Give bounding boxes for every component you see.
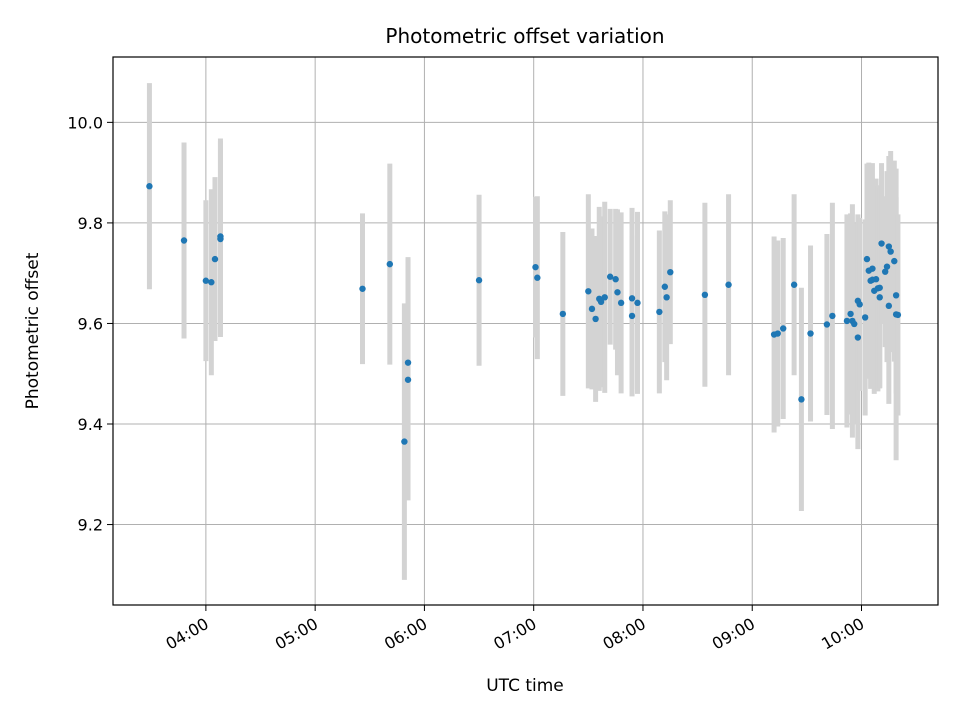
y-tick-label: 10.0 xyxy=(67,113,103,132)
y-axis-title: Photometric offset xyxy=(23,252,43,409)
data-point xyxy=(894,311,902,319)
data-point xyxy=(202,277,210,284)
data-point xyxy=(883,263,891,270)
data-point xyxy=(887,248,894,255)
data-point xyxy=(876,294,883,301)
data-point xyxy=(404,376,412,383)
data-point xyxy=(628,312,636,320)
data-point xyxy=(885,243,893,250)
data-point xyxy=(628,295,636,302)
data-point xyxy=(634,299,641,307)
data-point xyxy=(854,334,862,341)
data-point xyxy=(401,438,408,445)
data-point xyxy=(663,294,670,301)
data-point xyxy=(881,268,889,275)
data-point xyxy=(667,268,674,276)
data-point xyxy=(597,298,605,306)
plot-frame xyxy=(112,56,939,606)
data-point xyxy=(885,302,893,310)
data-point xyxy=(532,263,539,271)
data-point xyxy=(891,257,898,265)
data-point xyxy=(878,240,885,247)
data-points xyxy=(146,183,902,445)
data-point xyxy=(779,325,787,332)
data-point xyxy=(869,265,876,272)
data-point xyxy=(217,235,224,243)
data-point xyxy=(404,359,412,366)
data-point xyxy=(588,305,596,313)
data-point xyxy=(612,276,619,283)
data-point xyxy=(798,396,805,403)
data-point xyxy=(601,294,608,301)
data-point xyxy=(180,237,188,244)
chart-title: Photometric offset variation xyxy=(385,24,664,48)
data-point xyxy=(847,310,854,318)
data-point xyxy=(559,310,567,318)
data-point xyxy=(208,279,215,286)
y-axis: 9.2 9.4 9.6 9.8 10.0 xyxy=(67,113,113,535)
data-point xyxy=(701,291,709,299)
data-point xyxy=(872,276,880,283)
data-point xyxy=(386,260,394,268)
y-tick-label: 9.2 xyxy=(78,516,103,535)
data-point xyxy=(617,299,625,307)
data-point xyxy=(876,284,883,291)
data-point xyxy=(861,314,869,321)
data-point xyxy=(475,277,483,284)
data-point xyxy=(592,315,599,323)
data-point xyxy=(656,308,663,316)
data-point xyxy=(534,274,541,281)
data-point xyxy=(585,288,592,295)
data-point xyxy=(725,281,732,288)
data-point xyxy=(790,281,798,288)
data-point xyxy=(146,183,153,190)
data-point xyxy=(606,273,614,280)
data-point xyxy=(661,283,669,290)
data-point xyxy=(823,321,831,328)
data-point xyxy=(807,330,814,337)
y-tick-label: 9.4 xyxy=(78,415,103,434)
y-tick-label: 9.8 xyxy=(78,214,103,233)
data-point xyxy=(614,289,621,296)
data-point xyxy=(843,317,851,325)
data-point xyxy=(892,292,900,299)
data-point xyxy=(856,301,863,308)
data-point xyxy=(863,255,871,263)
data-point xyxy=(851,320,858,328)
data-point xyxy=(211,255,219,263)
data-point xyxy=(774,330,781,337)
data-point xyxy=(359,285,366,292)
x-axis-title: UTC time xyxy=(486,676,564,696)
data-point xyxy=(829,312,836,320)
y-tick-label: 9.6 xyxy=(78,314,103,333)
